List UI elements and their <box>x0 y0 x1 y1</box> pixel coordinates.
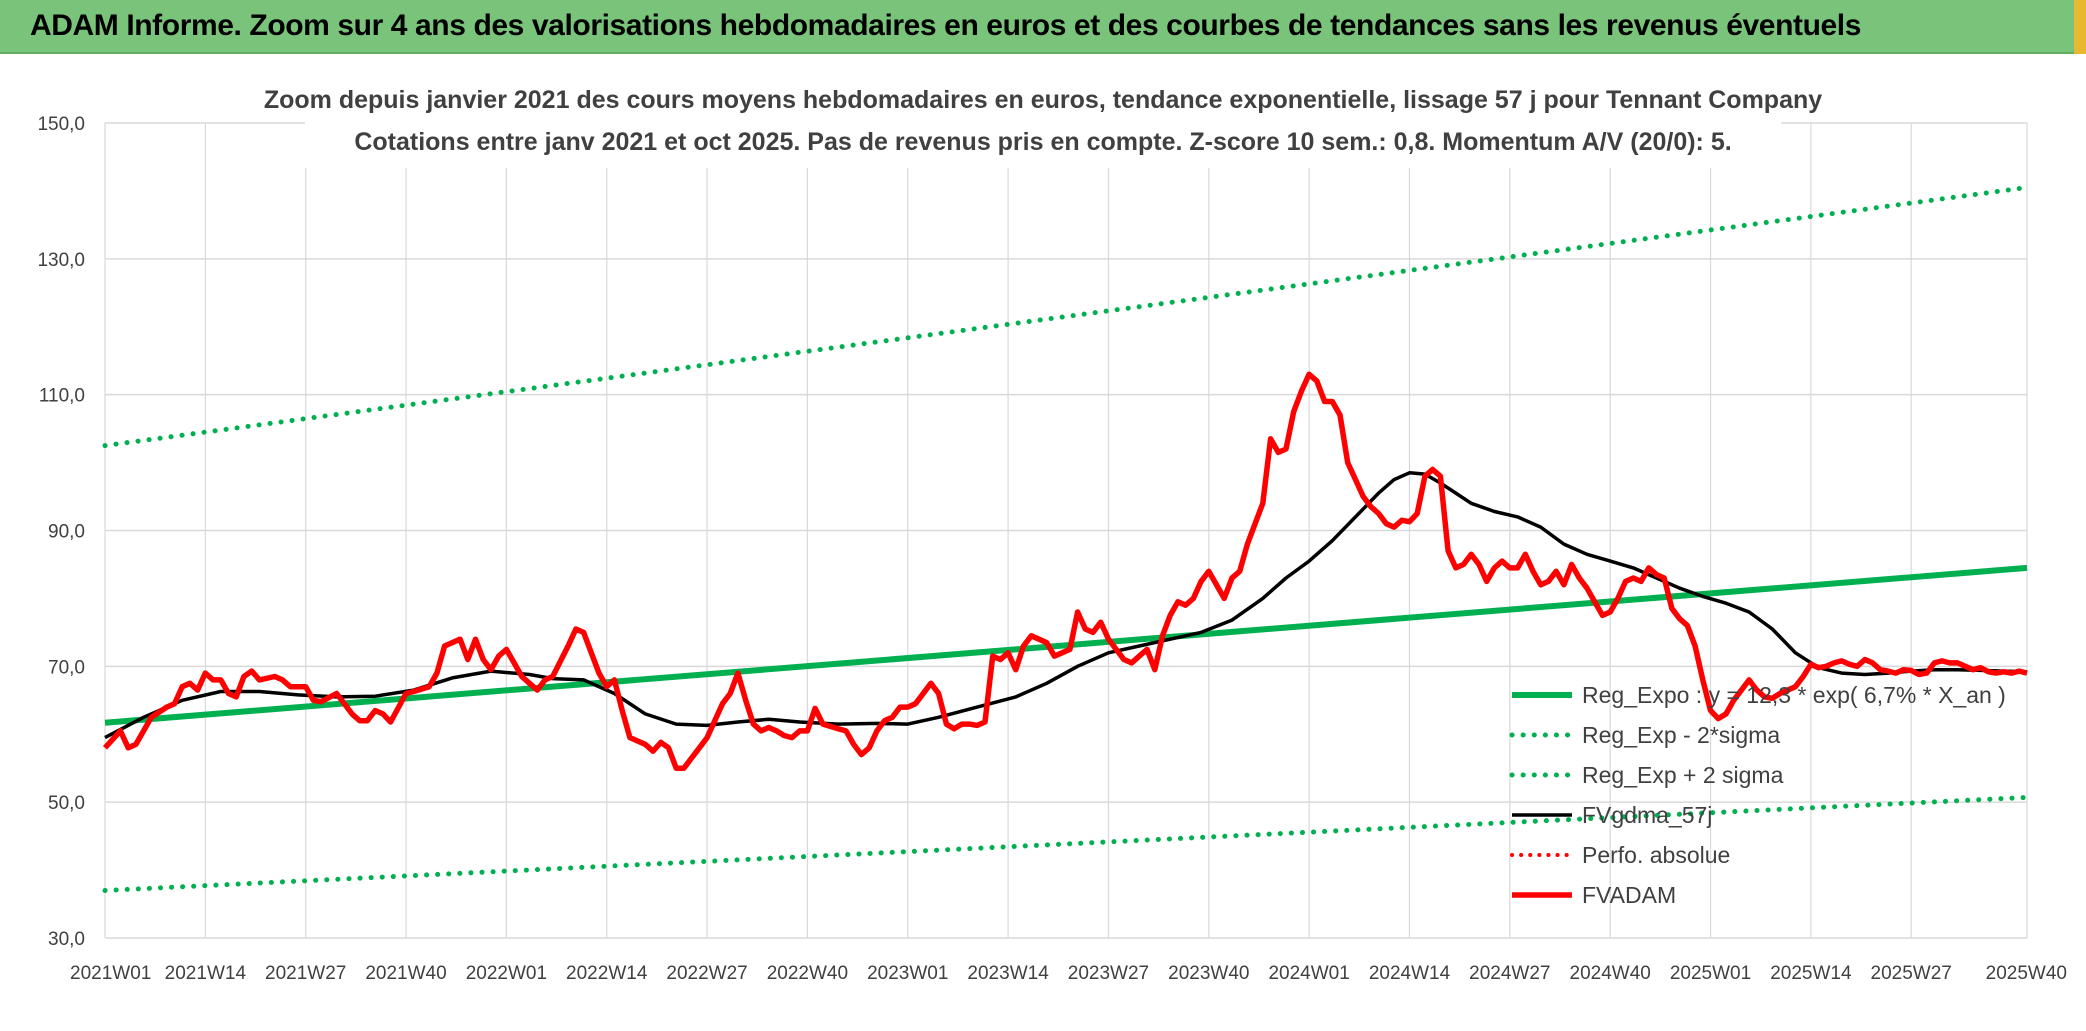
x-tick-label: 2023W40 <box>1168 963 1249 984</box>
report-banner: ADAM Informe. Zoom sur 4 ans des valoris… <box>0 0 2074 54</box>
chart-title-line-1: Zoom depuis janvier 2021 des cours moyen… <box>264 86 1822 114</box>
x-tick-label: 2023W01 <box>867 963 948 984</box>
y-tick-label: 70,0 <box>48 657 85 678</box>
x-tick-label: 2025W27 <box>1871 963 1952 984</box>
legend-label-fvadam: FVADAM <box>1582 882 1676 908</box>
x-tick-label: 2024W27 <box>1469 963 1550 984</box>
report-title: ADAM Informe. Zoom sur 4 ans des valoris… <box>30 9 1862 42</box>
y-tick-label: 130,0 <box>37 250 85 271</box>
series-high-line <box>102 185 2030 449</box>
y-tick-label: 30,0 <box>48 929 85 950</box>
legend-label-reg: Reg_Expo : y = 12,3 * exp( 6,7% * X_an ) <box>1582 682 2006 708</box>
chart-title-line-2: Cotations entre janv 2021 et oct 2025. P… <box>354 128 1731 156</box>
y-tick-label: 90,0 <box>48 522 85 543</box>
x-tick-label: 2021W40 <box>365 963 446 984</box>
series-low-line <box>102 794 2030 893</box>
x-axis-labels: 2021W01 2021W14 2021W27 2021W40 2022W01 2022W… <box>70 963 2067 984</box>
title-background <box>305 78 1781 168</box>
series-reg-line <box>104 564 2028 726</box>
x-tick-label: 2025W14 <box>1770 963 1852 984</box>
chart-background <box>0 54 2086 1031</box>
x-tick-label: 2021W01 <box>70 963 151 984</box>
x-tick-label: 2021W27 <box>265 963 346 984</box>
x-tick-label: 2025W01 <box>1670 963 1751 984</box>
y-tick-label: 50,0 <box>48 793 85 814</box>
legend: Reg_Expo : y = 12,3 * exp( 6,7% * X_an )… <box>1509 682 2006 908</box>
x-tick-label: 2022W01 <box>466 963 547 984</box>
series-group <box>102 185 2030 893</box>
series-gdma-line <box>104 471 2028 740</box>
x-tick-label: 2022W27 <box>666 963 747 984</box>
gridlines <box>104 78 2028 939</box>
x-tick-label: 2024W01 <box>1268 963 1349 984</box>
x-tick-label: 2025W40 <box>1986 963 2067 984</box>
legend-label-perfo: Perfo. absolue <box>1582 842 1730 868</box>
x-tick-label: 2021W14 <box>165 963 247 984</box>
chart-title: Zoom depuis janvier 2021 des cours moyen… <box>264 86 1822 156</box>
x-tick-label: 2022W40 <box>767 963 848 984</box>
y-tick-label: 150,0 <box>37 114 85 135</box>
x-tick-label: 2022W14 <box>566 963 648 984</box>
x-tick-label: 2023W27 <box>1068 963 1149 984</box>
y-axis-labels: 30,0 50,0 70,0 90,0 110,0 130,0 150,0 <box>37 114 85 950</box>
legend-label-low: Reg_Exp - 2*sigma <box>1582 722 1780 748</box>
legend-label-high: Reg_Exp + 2 sigma <box>1582 762 1784 788</box>
x-tick-label: 2024W40 <box>1570 963 1651 984</box>
legend-label-gdma: FVgdma_57j <box>1582 802 1712 828</box>
y-tick-label: 110,0 <box>39 386 85 407</box>
x-tick-label: 2023W14 <box>967 963 1049 984</box>
series-fvadam-line <box>102 371 2028 771</box>
banner-corner-accent <box>2074 0 2086 56</box>
x-tick-label: 2024W14 <box>1369 963 1451 984</box>
